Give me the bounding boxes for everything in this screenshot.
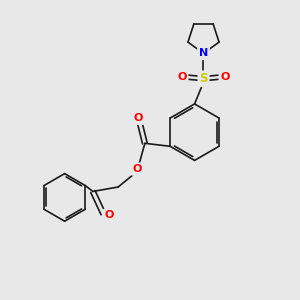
Text: O: O [220,72,230,82]
Text: N: N [199,48,208,59]
Text: O: O [104,210,114,220]
Text: S: S [199,72,208,85]
Text: O: O [177,72,187,82]
Text: O: O [133,164,142,174]
Text: O: O [133,113,143,123]
